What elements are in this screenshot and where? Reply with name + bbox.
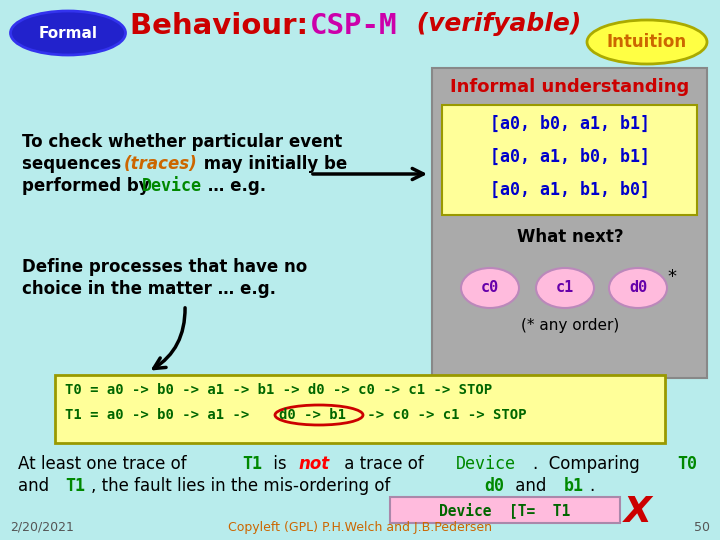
Text: Informal understanding: Informal understanding [451,78,690,96]
Text: Device: Device [456,455,516,473]
Text: and: and [18,477,55,495]
Text: T0 = a0 -> b0 -> a1 -> b1 -> d0 -> c0 -> c1 -> STOP: T0 = a0 -> b0 -> a1 -> b1 -> d0 -> c0 ->… [65,383,492,397]
Text: performed by: performed by [22,177,156,195]
Text: is: is [268,455,292,473]
FancyBboxPatch shape [55,375,665,443]
Ellipse shape [536,268,594,308]
Text: What next?: What next? [517,228,624,246]
Text: may initially be: may initially be [198,155,347,173]
Text: (traces): (traces) [124,155,198,173]
Text: b1: b1 [563,477,583,495]
Text: c0: c0 [481,280,499,295]
Ellipse shape [461,268,519,308]
Text: [a0, b0, a1, b1]: [a0, b0, a1, b1] [490,115,650,133]
Text: (verifyable): (verifyable) [408,12,581,36]
Text: Device: Device [142,177,202,195]
FancyBboxPatch shape [442,105,697,215]
Text: -> c0 -> c1 -> STOP: -> c0 -> c1 -> STOP [359,408,526,422]
Text: T1: T1 [65,477,85,495]
Text: T1: T1 [243,455,262,473]
Text: [a0, a1, b0, b1]: [a0, a1, b0, b1] [490,148,650,166]
Text: Define processes that have no: Define processes that have no [22,258,307,276]
Text: .: . [589,477,595,495]
Text: X: X [624,495,652,529]
Text: To check whether particular event: To check whether particular event [22,133,342,151]
Text: Formal: Formal [38,25,97,40]
Text: (* any order): (* any order) [521,318,619,333]
Text: CSP-M: CSP-M [310,12,397,40]
Text: Copyleft (GPL) P.H.Welch and J.B.Pedersen: Copyleft (GPL) P.H.Welch and J.B.Pederse… [228,521,492,534]
Text: T1 = a0 -> b0 -> a1 ->: T1 = a0 -> b0 -> a1 -> [65,408,258,422]
Text: sequences: sequences [22,155,127,173]
Text: *: * [667,268,677,286]
Text: Behaviour:: Behaviour: [130,12,318,40]
Text: choice in the matter … e.g.: choice in the matter … e.g. [22,280,276,298]
Text: d0: d0 [629,280,647,295]
Ellipse shape [11,11,125,55]
Text: At least one trace of: At least one trace of [18,455,192,473]
Text: not: not [299,455,330,473]
Ellipse shape [609,268,667,308]
Text: [a0, a1, b1, b0]: [a0, a1, b1, b0] [490,181,650,199]
Text: Device  [T=  T1: Device [T= T1 [439,502,571,518]
FancyBboxPatch shape [390,497,620,523]
FancyBboxPatch shape [432,68,707,378]
Text: a trace of: a trace of [339,455,429,473]
Text: , the fault lies in the mis-ordering of: , the fault lies in the mis-ordering of [91,477,395,495]
Text: 50: 50 [694,521,710,534]
Ellipse shape [587,20,707,64]
Text: c1: c1 [556,280,574,295]
Text: Intuition: Intuition [607,33,687,51]
Text: … e.g.: … e.g. [202,177,266,195]
Text: .  Comparing: . Comparing [533,455,645,473]
Text: d0: d0 [484,477,504,495]
Text: d0 -> b1: d0 -> b1 [279,408,346,422]
Text: and: and [510,477,552,495]
Text: T0: T0 [678,455,698,473]
Text: 2/20/2021: 2/20/2021 [10,521,74,534]
